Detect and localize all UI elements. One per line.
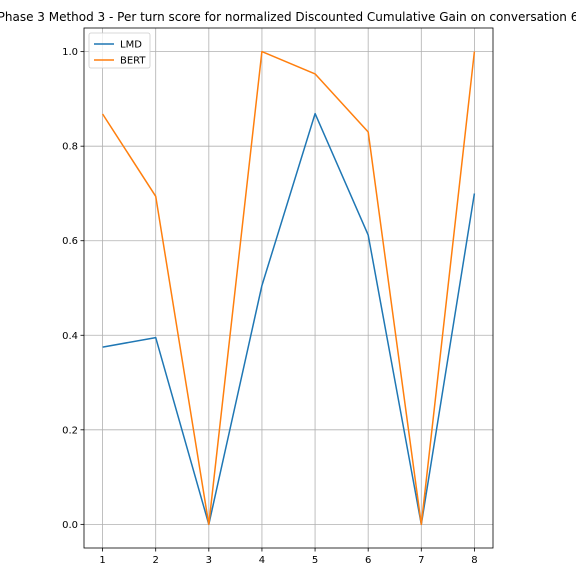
x-tick-label: 8 bbox=[471, 555, 477, 566]
chart-title: Phase 3 Method 3 - Per turn score for no… bbox=[0, 10, 576, 24]
x-tick-label: 2 bbox=[153, 555, 159, 566]
series-lines bbox=[101, 50, 476, 526]
x-tick-label: 1 bbox=[99, 555, 105, 566]
axes: 1 2 3 4 5 6 7 8 0.0 0.2 0.4 0.6 0.8 1.0 bbox=[62, 47, 478, 566]
x-tick-label: 4 bbox=[259, 555, 265, 566]
x-tick-label: 7 bbox=[418, 555, 424, 566]
y-tick-label: 0.8 bbox=[62, 142, 78, 153]
legend-label-lmd: LMD bbox=[120, 40, 142, 51]
y-tick-label: 0.0 bbox=[62, 520, 78, 531]
grid bbox=[84, 28, 493, 548]
y-tick-label: 0.6 bbox=[62, 236, 78, 247]
y-tick-label: 1.0 bbox=[62, 47, 78, 58]
y-tick-label: 0.2 bbox=[62, 425, 78, 436]
legend-label-bert: BERT bbox=[120, 56, 146, 67]
y-tick-label: 0.4 bbox=[62, 331, 78, 342]
legend: LMD BERT bbox=[88, 32, 151, 69]
plot-frame bbox=[83, 27, 494, 549]
x-tick-label: 5 bbox=[312, 555, 318, 566]
x-tick-label: 3 bbox=[206, 555, 212, 566]
x-tick-label: 6 bbox=[365, 555, 371, 566]
series-line-bert bbox=[101, 50, 476, 526]
series-line-lmd bbox=[102, 112, 476, 526]
